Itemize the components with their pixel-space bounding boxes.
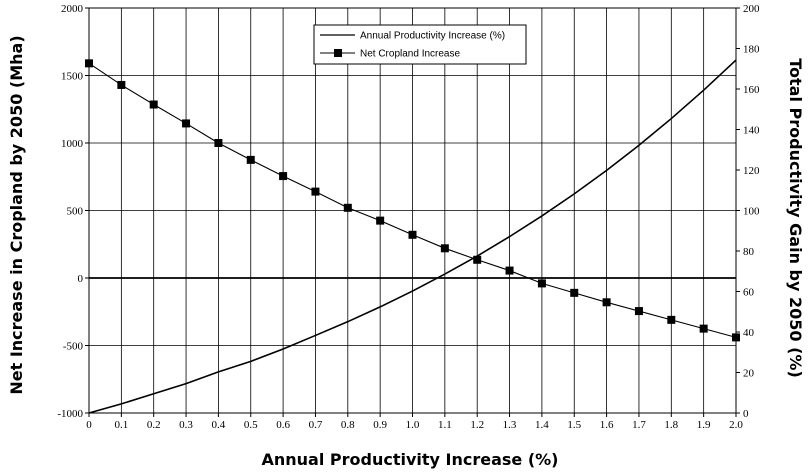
x-axis-title: Annual Productivity Increase (%): [261, 450, 558, 469]
series-layer: [85, 59, 740, 414]
net-cropland-point: [182, 119, 191, 128]
x-tick-label: 1.3: [503, 419, 517, 431]
net-cropland-point: [214, 139, 223, 147]
net-cropland-point: [311, 187, 320, 196]
x-tick-label: 1.7: [632, 419, 646, 431]
y-right-tick-label: 200: [743, 3, 760, 15]
y-left-tick-label: -500: [63, 341, 84, 353]
x-tick-label: 1.1: [438, 419, 452, 431]
x-tick-label: 0.1: [114, 419, 128, 431]
x-tick-labels: 0 0.1 0.2 0.3 0.4 0.5 0.6 0.7 0.8 0.9 1.0 1.1 1.2 1.3…: [86, 413, 743, 431]
x-tick-label: 1.4: [535, 419, 549, 431]
legend-label-productivity: Annual Productivity Increase (%): [360, 31, 505, 42]
series-productivity-gain: [88, 59, 737, 414]
y-right-tick-label: 140: [743, 125, 760, 137]
net-cropland-point: [602, 298, 611, 307]
legend: Annual Productivity Increase (%) Net Cro…: [313, 24, 527, 65]
y-left-tick-label: 1000: [61, 138, 84, 150]
x-tick-label: 0.4: [212, 419, 226, 431]
series-net-cropland: [85, 59, 740, 342]
x-tick-label: 0.7: [309, 419, 323, 431]
net-cropland-point: [537, 279, 546, 288]
grid: [88, 7, 737, 414]
net-cropland-point: [408, 230, 417, 239]
y-right-tick-label: 160: [743, 84, 760, 96]
legend-label-cropland: Net Cropland Increase: [360, 49, 460, 60]
net-cropland-point: [732, 333, 740, 342]
net-cropland-point: [570, 288, 579, 297]
x-tick-label: 1.2: [470, 419, 484, 431]
x-tick-label: 1.5: [567, 419, 581, 431]
x-tick-label: 0.6: [276, 419, 290, 431]
y-right-tick-label: 80: [743, 246, 755, 258]
legend-marker-cropland: [334, 49, 342, 57]
net-cropland-point: [699, 324, 708, 333]
x-tick-label: 1.6: [600, 419, 614, 431]
productivity-gain-line: [88, 59, 737, 414]
x-tick-label: 1.8: [664, 419, 678, 431]
net-cropland-point: [473, 255, 482, 264]
x-tick-label: 1.0: [406, 419, 420, 431]
x-tick-label: 0: [86, 419, 92, 431]
y-left-tick-label: 1500: [61, 71, 84, 83]
x-tick-label: 0.9: [373, 419, 387, 431]
net-cropland-point: [279, 172, 288, 181]
y-left-tick-label: 2000: [61, 3, 84, 15]
net-cropland-point: [246, 155, 255, 164]
y-left-tick-label: 0: [78, 273, 84, 285]
y-right-tick-label: 100: [743, 206, 760, 218]
net-cropland-point: [440, 244, 449, 253]
x-tick-label: 1.9: [697, 419, 711, 431]
legend-box: [313, 24, 527, 65]
y-right-tick-label: 40: [743, 327, 755, 339]
net-cropland-point: [634, 307, 643, 316]
y-right-tick-labels: 0 20 40 60 80 100 120 140 160 180 200: [736, 3, 760, 420]
net-cropland-point: [505, 266, 514, 275]
y-left-axis-title: Net Increase in Cropland by 2050 (Mha): [7, 35, 26, 394]
y-right-tick-label: 120: [743, 165, 760, 177]
x-tick-label: 0.3: [179, 419, 193, 431]
y-right-tick-label: 60: [743, 287, 755, 299]
net-cropland-point: [117, 80, 126, 89]
net-cropland-point: [667, 315, 676, 324]
net-cropland-point: [149, 100, 158, 109]
x-tick-label: 0.2: [147, 419, 161, 431]
y-left-tick-label: 500: [67, 206, 84, 218]
y-right-axis-title: Total Productivity Gain by 2050 (%): [786, 58, 805, 378]
y-right-tick-label: 180: [743, 44, 760, 56]
net-cropland-point: [85, 59, 93, 68]
x-tick-label: 0.8: [341, 419, 355, 431]
y-right-tick-label: 20: [743, 368, 755, 380]
y-left-tick-labels: -1000 -500 0 500 1000 1500 2000: [57, 3, 89, 420]
x-tick-label: 2.0: [729, 419, 743, 431]
net-cropland-point: [343, 203, 352, 212]
y-left-tick-label: -1000: [57, 408, 83, 420]
x-tick-label: 0.5: [244, 419, 258, 431]
y-right-tick-label: 0: [743, 408, 749, 420]
net-cropland-point: [376, 216, 385, 225]
